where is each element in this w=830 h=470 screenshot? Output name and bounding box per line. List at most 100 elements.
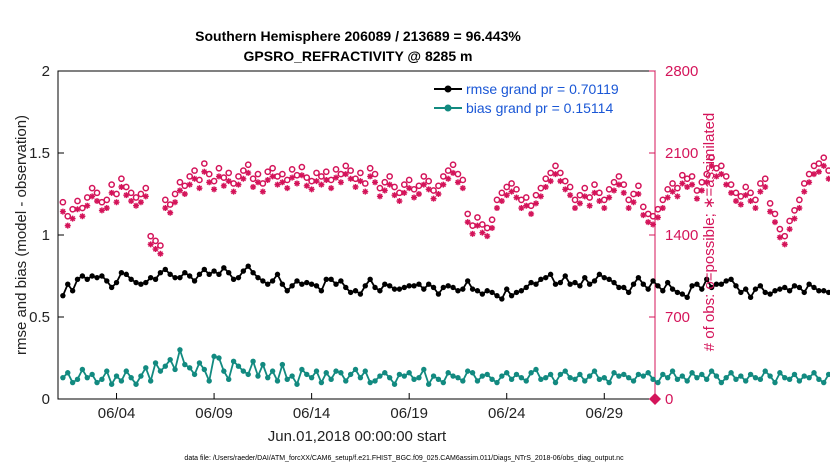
bias-point: [694, 374, 700, 381]
possible-point: [332, 166, 340, 173]
bias-point: [825, 371, 830, 378]
assimilated-point: [635, 191, 642, 197]
assimilated-point: [615, 181, 622, 188]
rmse-point: [796, 284, 803, 291]
rmse-point: [606, 276, 612, 282]
rmse-point: [528, 279, 534, 286]
bias-point: [547, 371, 554, 378]
rmse-point: [460, 286, 466, 292]
possible-point: [405, 176, 413, 184]
possible-point: [761, 175, 769, 183]
assimilated-point: [718, 171, 725, 178]
series-rmse: [60, 263, 830, 302]
rmse-point: [621, 284, 627, 291]
bias-point: [338, 370, 344, 376]
possible-point: [303, 174, 311, 181]
assimilated-point: [381, 187, 388, 194]
possible-point: [600, 196, 608, 204]
rmse-point: [377, 288, 383, 294]
rmse-point: [367, 276, 373, 282]
bias-point: [294, 381, 300, 387]
rmse-point: [757, 283, 764, 289]
y-tick-label: 1: [42, 227, 50, 244]
possible-point: [459, 176, 467, 184]
rmse-point: [274, 271, 281, 278]
rmse-point: [343, 284, 349, 291]
rmse-point: [655, 283, 661, 289]
bias-point: [79, 366, 86, 373]
bias-point: [645, 370, 651, 376]
rmse-point: [465, 278, 471, 284]
bias-point: [601, 374, 607, 381]
possible-point: [430, 187, 437, 194]
possible-point: [474, 214, 481, 221]
possible-point: [508, 180, 515, 187]
possible-point: [93, 189, 101, 197]
bias-point: [786, 376, 793, 383]
assimilated-point: [342, 171, 349, 178]
rmse-point: [235, 274, 242, 281]
rmse-point: [118, 270, 125, 276]
bias-point: [772, 379, 778, 386]
assimilated-point: [552, 171, 559, 178]
bias-point: [699, 371, 705, 378]
rmse-point: [216, 271, 222, 278]
rmse-point: [786, 288, 793, 294]
bias-point: [167, 356, 173, 363]
footer-data-file: data file: /Users/raeder/DAI/ATM_forcXX/…: [184, 455, 624, 462]
possible-point: [449, 161, 457, 169]
assimilated-point: [435, 191, 442, 197]
rmse-point: [611, 279, 617, 286]
possible-point: [747, 189, 754, 197]
possible-point: [435, 182, 442, 190]
assimilated-point: [557, 178, 564, 185]
bias-point: [279, 361, 286, 368]
bias-point: [713, 373, 720, 379]
possible-point: [654, 205, 662, 213]
bias-point: [816, 376, 822, 383]
assimilated-point: [562, 186, 569, 193]
possible-point: [752, 196, 759, 204]
x-ticks: 06/04 06/09 06/14 06/19 06/24 06/29: [98, 393, 623, 422]
rmse-point: [60, 292, 66, 299]
bias-point: [723, 374, 729, 381]
possible-point: [279, 170, 286, 178]
assimilated-point: [542, 183, 549, 190]
bias-point: [162, 363, 169, 369]
possible-point: [357, 169, 364, 177]
series-bias: [60, 346, 830, 387]
bias-point: [152, 360, 159, 366]
rmse-point: [728, 276, 734, 282]
assimilated-point: [323, 176, 330, 183]
bias-point: [60, 374, 66, 381]
assimilated-point: [167, 209, 174, 216]
bias-point: [655, 379, 661, 386]
assimilated-point: [713, 173, 720, 180]
bias-point: [157, 368, 164, 374]
possible-point: [147, 232, 155, 240]
assimilated-point: [206, 179, 213, 186]
rmse-point: [108, 284, 115, 291]
rmse-point: [289, 283, 295, 289]
rmse-point: [806, 281, 812, 287]
possible-point: [64, 212, 72, 220]
rmse-point: [650, 278, 656, 284]
bias-point: [552, 379, 559, 386]
bias-point: [508, 376, 515, 383]
rmse-point: [425, 281, 432, 287]
assimilated-point: [757, 188, 764, 195]
bias-point: [586, 373, 593, 379]
rmse-point: [450, 284, 456, 291]
y-tick-label-right: 700: [665, 309, 690, 326]
bias-point: [352, 366, 359, 373]
possible-point: [386, 173, 394, 180]
assimilated-point: [308, 186, 315, 193]
rmse-point: [104, 278, 110, 284]
possible-point: [298, 163, 306, 171]
rmse-point: [333, 281, 339, 287]
bias-point: [74, 376, 81, 383]
rmse-point: [630, 281, 637, 287]
possible-point: [464, 210, 472, 218]
rmse-point: [401, 284, 407, 291]
rmse-point: [572, 279, 578, 286]
